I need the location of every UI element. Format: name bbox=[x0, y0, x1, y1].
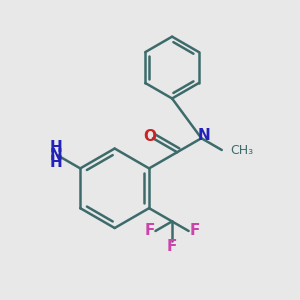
Text: N: N bbox=[198, 128, 211, 143]
Text: F: F bbox=[144, 224, 155, 238]
Text: CH₃: CH₃ bbox=[230, 144, 253, 158]
Text: F: F bbox=[189, 224, 200, 238]
Text: O: O bbox=[143, 129, 157, 144]
Text: F: F bbox=[167, 239, 177, 254]
Text: H: H bbox=[50, 155, 62, 170]
Text: H: H bbox=[50, 140, 62, 155]
Text: N: N bbox=[50, 148, 62, 163]
